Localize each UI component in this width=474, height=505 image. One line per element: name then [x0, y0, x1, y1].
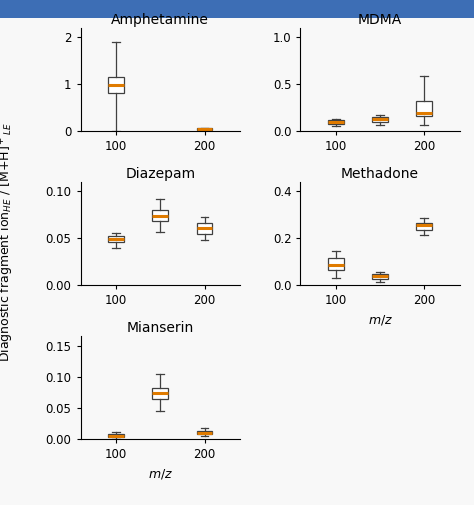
Title: Mianserin: Mianserin [127, 321, 194, 335]
PathPatch shape [108, 77, 124, 93]
PathPatch shape [152, 210, 168, 221]
PathPatch shape [108, 236, 124, 242]
PathPatch shape [197, 128, 212, 130]
PathPatch shape [328, 258, 344, 270]
Text: Diagnostic fragment ion$_\mathit{HE}$ / [M+H]$^+$$_\mathit{LE}$: Diagnostic fragment ion$_\mathit{HE}$ / … [0, 123, 16, 362]
X-axis label: $m/z$: $m/z$ [148, 467, 173, 481]
PathPatch shape [152, 388, 168, 399]
PathPatch shape [416, 223, 432, 230]
PathPatch shape [197, 223, 212, 233]
PathPatch shape [328, 120, 344, 124]
Title: Methadone: Methadone [341, 167, 419, 181]
PathPatch shape [372, 117, 388, 122]
Title: MDMA: MDMA [358, 13, 402, 27]
PathPatch shape [197, 431, 212, 434]
PathPatch shape [108, 434, 124, 437]
Title: Amphetamine: Amphetamine [111, 13, 209, 27]
PathPatch shape [372, 274, 388, 279]
X-axis label: $m/z$: $m/z$ [367, 313, 392, 327]
Title: Diazepam: Diazepam [125, 167, 195, 181]
PathPatch shape [416, 100, 432, 116]
